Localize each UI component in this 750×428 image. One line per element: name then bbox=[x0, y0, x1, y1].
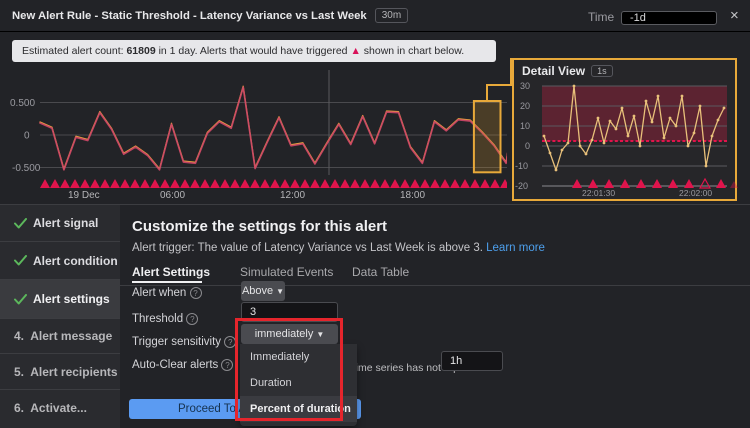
svg-text:-10: -10 bbox=[515, 161, 528, 171]
svg-text:-20: -20 bbox=[515, 181, 528, 191]
svg-text:0: 0 bbox=[24, 131, 30, 142]
svg-text:22:02:00: 22:02:00 bbox=[679, 188, 712, 196]
svg-text:10: 10 bbox=[520, 121, 530, 131]
svg-text:30: 30 bbox=[520, 81, 530, 91]
svg-text:-0.500: -0.500 bbox=[12, 163, 41, 174]
svg-text:20: 20 bbox=[520, 101, 530, 111]
svg-text:06:00: 06:00 bbox=[160, 190, 185, 200]
svg-text:22:01:30: 22:01:30 bbox=[582, 188, 615, 196]
svg-text:12:00: 12:00 bbox=[280, 190, 305, 200]
svg-text:0: 0 bbox=[525, 141, 530, 151]
svg-text:18:00: 18:00 bbox=[400, 190, 425, 200]
svg-text:0.500: 0.500 bbox=[10, 98, 35, 109]
svg-text:19 Dec: 19 Dec bbox=[68, 190, 100, 200]
